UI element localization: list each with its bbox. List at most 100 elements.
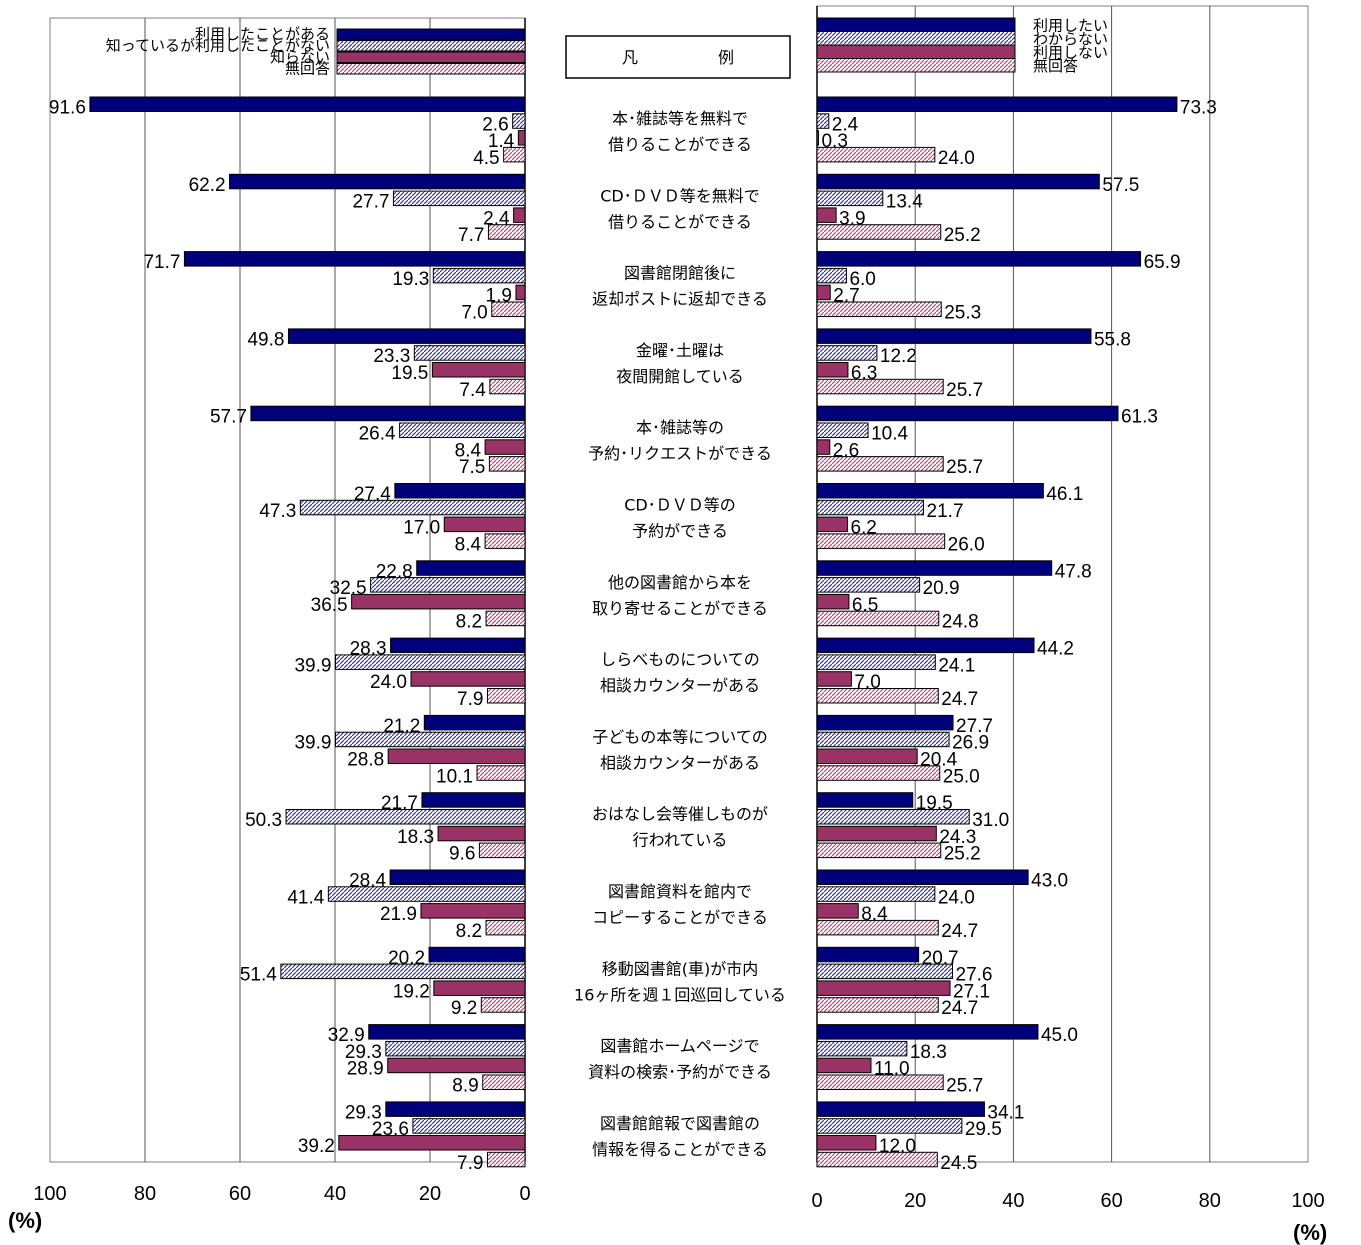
left-value-label: 71.7 — [143, 252, 180, 273]
right-bar — [816, 919, 939, 936]
right-bar — [816, 1024, 1039, 1040]
right-value-label: 20.9 — [923, 578, 960, 599]
left-bar — [390, 637, 526, 654]
right-bar — [816, 842, 942, 859]
left-bar — [392, 190, 526, 207]
right-bar — [816, 516, 848, 533]
left-tick-label: 20 — [419, 1183, 441, 1205]
right-bar — [816, 1101, 985, 1117]
left-value-label: 26.4 — [359, 424, 396, 445]
right-value-label: 24.0 — [938, 887, 975, 908]
right-value-label: 6.5 — [852, 595, 878, 616]
right-value-label: 25.7 — [946, 380, 983, 401]
category-label-line2: 予約･リクエストができる — [588, 444, 772, 463]
left-bar — [512, 113, 526, 129]
left-bar — [280, 963, 526, 980]
right-bar — [816, 869, 1029, 885]
left-value-label: 7.4 — [459, 380, 486, 401]
category-label-line1: 移動図書館(車)が市内 — [602, 959, 759, 978]
right-value-label: 27.7 — [956, 716, 993, 737]
right-bar — [816, 224, 942, 240]
left-bar — [437, 825, 526, 842]
left-tick-label: 0 — [519, 1183, 530, 1205]
left-value-label: 7.7 — [458, 225, 484, 246]
right-value-label: 25.0 — [943, 766, 980, 787]
left-legend-label: 利用したことがある — [195, 25, 330, 43]
left-bar — [413, 345, 526, 361]
left-value-label: 32.9 — [328, 1025, 365, 1046]
right-bar — [816, 130, 819, 146]
left-value-label: 41.4 — [287, 887, 324, 908]
left-bar — [285, 809, 526, 825]
left-value-label: 9.2 — [451, 998, 477, 1019]
right-tick-label: 60 — [1100, 1190, 1122, 1212]
category-label-line1: しらべものについての — [600, 650, 760, 669]
right-tick-label: 40 — [1002, 1190, 1024, 1212]
right-bar — [816, 328, 1092, 344]
right-value-label: 8.4 — [861, 904, 888, 925]
right-bar — [816, 190, 884, 207]
left-bar — [368, 1024, 526, 1040]
left-bar — [489, 378, 526, 395]
right-value-label: 6.0 — [849, 269, 875, 290]
right-value-label: 45.0 — [1041, 1025, 1078, 1046]
right-bar — [816, 378, 944, 395]
left-bar — [487, 224, 526, 240]
right-value-label: 29.5 — [965, 1119, 1002, 1140]
category-label-line2: 情報を得ることができる — [592, 1140, 768, 1159]
right-bar — [816, 301, 942, 317]
category-label-line1: おはなし会等催しものが — [592, 805, 768, 824]
left-value-label: 21.9 — [380, 904, 417, 925]
right-bar — [816, 207, 837, 223]
category-label-line2: 相談カウンターがある — [600, 676, 760, 695]
right-bar — [816, 997, 939, 1013]
left-bar — [484, 533, 526, 549]
right-tick-label: 20 — [904, 1190, 926, 1212]
right-bar — [816, 483, 1044, 499]
left-bar — [299, 499, 526, 516]
right-bar — [816, 1040, 908, 1057]
left-bar — [370, 577, 526, 593]
right-bar — [816, 405, 1119, 422]
right-bar — [816, 903, 859, 919]
left-value-label: 7.0 — [461, 303, 487, 324]
right-bar — [816, 765, 941, 781]
right-value-label: 24.5 — [940, 1153, 977, 1174]
right-bar — [816, 748, 918, 764]
right-legend-swatch — [816, 17, 1016, 32]
right-value-label: 47.8 — [1055, 561, 1092, 582]
left-bar — [416, 560, 526, 576]
right-value-label: 24.1 — [938, 655, 975, 676]
left-bar — [334, 731, 526, 748]
category-label-line1: 子どもの本等についての — [592, 727, 768, 746]
left-bar — [250, 405, 526, 422]
left-value-label: 57.7 — [210, 407, 247, 428]
right-value-label: 18.3 — [910, 1042, 947, 1063]
left-bar — [503, 146, 526, 163]
left-value-label: 47.3 — [259, 501, 296, 522]
right-value-label: 7.0 — [854, 672, 880, 693]
left-bar — [443, 516, 526, 533]
category-label-line2: 返却ポストに返却できる — [592, 290, 768, 309]
left-value-label: 29.3 — [345, 1102, 382, 1123]
category-label-line2: 16ヶ所を週１回巡回している — [574, 985, 786, 1004]
left-bar — [491, 301, 526, 317]
left-bar — [423, 714, 526, 731]
left-bar — [327, 886, 526, 902]
right-bar — [816, 714, 954, 731]
right-value-label: 6.3 — [851, 363, 877, 384]
category-label-line1: CD･ＤＶＤ等を無料で — [600, 186, 760, 205]
left-bar — [476, 765, 526, 781]
left-unit-label: (%) — [8, 1208, 42, 1233]
legend-box — [565, 35, 791, 79]
left-value-label: 9.6 — [449, 844, 475, 865]
right-bar — [816, 825, 937, 842]
right-value-label: 26.0 — [948, 534, 985, 555]
right-value-label: 65.9 — [1144, 252, 1181, 273]
right-legend-swatch — [816, 58, 1016, 73]
left-value-label: 39.9 — [294, 655, 331, 676]
left-value-label: 23.3 — [373, 346, 410, 367]
left-bar — [484, 439, 526, 455]
right-bar — [816, 980, 951, 996]
right-bar — [816, 456, 944, 472]
